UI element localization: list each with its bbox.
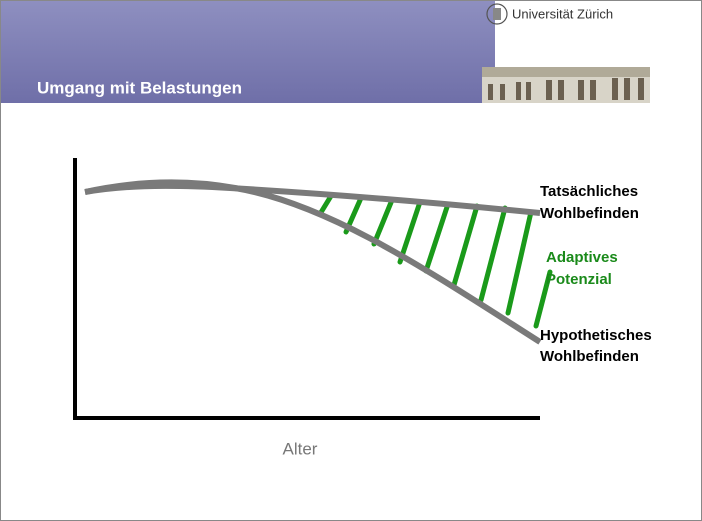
slide: Umgang mit Belastungen Universität Züric… xyxy=(0,0,702,521)
label: Potenzial xyxy=(546,271,612,288)
label: Tatsächliches xyxy=(540,183,638,200)
slide-title: Umgang mit Belastungen xyxy=(37,78,242,97)
label: Hypothetisches xyxy=(540,327,652,344)
label: Wohlbefinden xyxy=(540,205,639,222)
x-axis-label: Alter xyxy=(283,439,318,458)
label: Adaptives xyxy=(546,249,618,266)
label: Wohlbefinden xyxy=(540,348,639,365)
logo-text: Universität Zürich xyxy=(512,6,613,21)
